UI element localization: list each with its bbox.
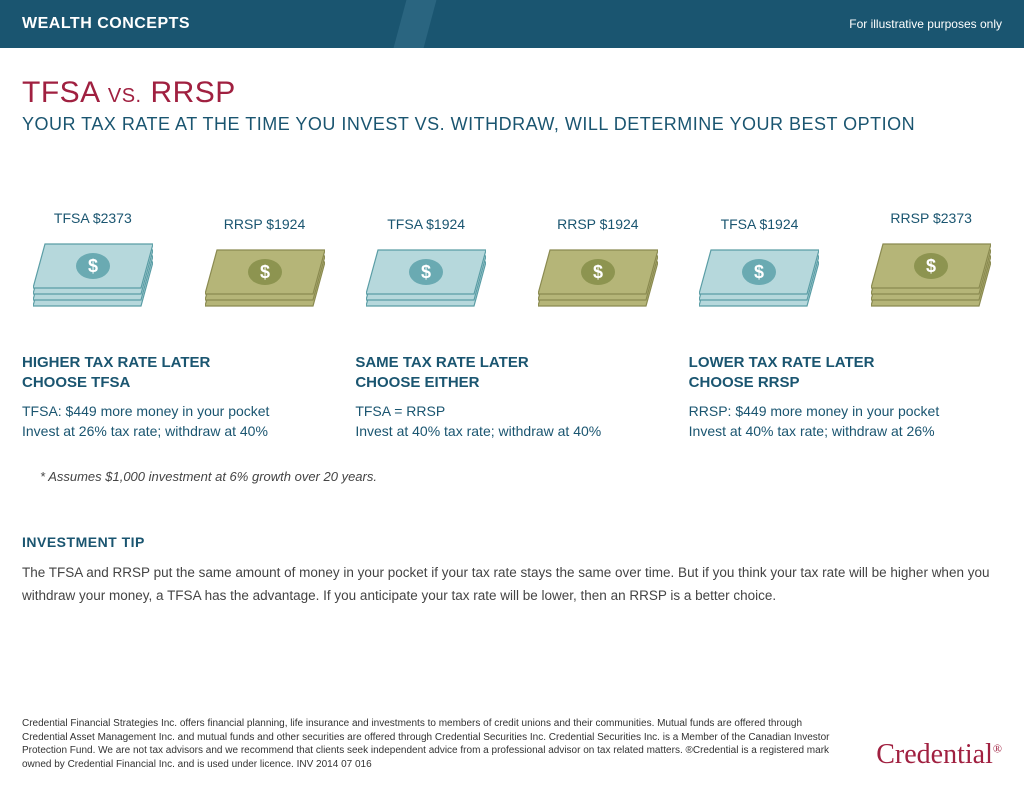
rrsp-stack-col: RRSP $1924 $ (527, 216, 669, 315)
scenario-description: RRSP: $449 more money in your pocketInve… (689, 402, 1002, 441)
title-vs: VS. (108, 85, 142, 107)
tfsa-money-stack: $ (33, 240, 153, 315)
disclaimer: Credential Financial Strategies Inc. off… (22, 717, 846, 771)
header-accent (394, 0, 437, 48)
tip-body: The TFSA and RRSP put the same amount of… (22, 562, 1002, 608)
stacks-row: TFSA $1924 $ RRSP $1924 $ (355, 205, 668, 315)
subtitle: YOUR TAX RATE AT THE TIME YOU INVEST VS.… (22, 114, 1002, 135)
tfsa-money-stack: $ (366, 246, 486, 315)
scenario-heading: HIGHER TAX RATE LATERCHOOSE TFSA (22, 353, 335, 392)
title-tfsa: TFSA (22, 76, 99, 109)
money-stack-icon: $ (205, 246, 325, 310)
svg-text:$: $ (754, 262, 764, 282)
rrsp-money-stack: $ (871, 240, 991, 315)
svg-text:$: $ (926, 256, 936, 276)
header-bar: WEALTH CONCEPTS For illustrative purpose… (0, 0, 1024, 48)
header-title: WEALTH CONCEPTS (22, 15, 190, 33)
scenarios-row: TFSA $2373 $ RRSP $1924 $ HIGHER TAX RATE LA… (22, 205, 1002, 441)
scenario-heading: LOWER TAX RATE LATERCHOOSE RRSP (689, 353, 1002, 392)
rrsp-amount-label: RRSP $2373 (890, 210, 971, 226)
scenario-column: TFSA $1924 $ RRSP $2373 $ LOWER TAX RATE LAT… (689, 205, 1002, 441)
rrsp-amount-label: RRSP $1924 (557, 216, 638, 232)
brand-logo: Credential® (876, 739, 1002, 771)
tip-title: INVESTMENT TIP (22, 534, 1002, 550)
rrsp-stack-col: RRSP $1924 $ (194, 216, 336, 315)
tfsa-amount-label: TFSA $1924 (721, 216, 799, 232)
content: TFSA VS. RRSP YOUR TAX RATE AT THE TIME … (0, 48, 1024, 608)
scenario-description: TFSA: $449 more money in your pocketInve… (22, 402, 335, 441)
rrsp-money-stack: $ (538, 246, 658, 315)
tfsa-stack-col: TFSA $1924 $ (355, 216, 497, 315)
assumption-note: * Assumes $1,000 investment at 6% growth… (40, 469, 1002, 484)
rrsp-amount-label: RRSP $1924 (224, 216, 305, 232)
money-stack-icon: $ (871, 240, 991, 310)
svg-text:$: $ (259, 262, 269, 282)
tfsa-stack-col: TFSA $1924 $ (689, 216, 831, 315)
rrsp-stack-col: RRSP $2373 $ (860, 210, 1002, 315)
main-title: TFSA VS. RRSP (22, 76, 1002, 110)
tfsa-stack-col: TFSA $2373 $ (22, 210, 164, 315)
scenario-heading: SAME TAX RATE LATERCHOOSE EITHER (355, 353, 668, 392)
money-stack-icon: $ (366, 246, 486, 310)
svg-text:$: $ (421, 262, 431, 282)
title-rrsp: RRSP (150, 76, 235, 109)
tfsa-money-stack: $ (699, 246, 819, 315)
money-stack-icon: $ (699, 246, 819, 310)
tfsa-amount-label: TFSA $2373 (54, 210, 132, 226)
stacks-row: TFSA $1924 $ RRSP $2373 $ (689, 205, 1002, 315)
stacks-row: TFSA $2373 $ RRSP $1924 $ (22, 205, 335, 315)
scenario-description: TFSA = RRSPInvest at 40% tax rate; withd… (355, 402, 668, 441)
svg-text:$: $ (593, 262, 603, 282)
rrsp-money-stack: $ (205, 246, 325, 315)
svg-text:$: $ (88, 256, 98, 276)
tip-section: INVESTMENT TIP The TFSA and RRSP put the… (22, 534, 1002, 608)
money-stack-icon: $ (538, 246, 658, 310)
money-stack-icon: $ (33, 240, 153, 310)
tfsa-amount-label: TFSA $1924 (387, 216, 465, 232)
scenario-column: TFSA $1924 $ RRSP $1924 $ SAME TAX RATE LATE… (355, 205, 668, 441)
header-note: For illustrative purposes only (849, 17, 1002, 31)
footer: Credential Financial Strategies Inc. off… (22, 717, 1002, 771)
scenario-column: TFSA $2373 $ RRSP $1924 $ HIGHER TAX RATE LA… (22, 205, 335, 441)
